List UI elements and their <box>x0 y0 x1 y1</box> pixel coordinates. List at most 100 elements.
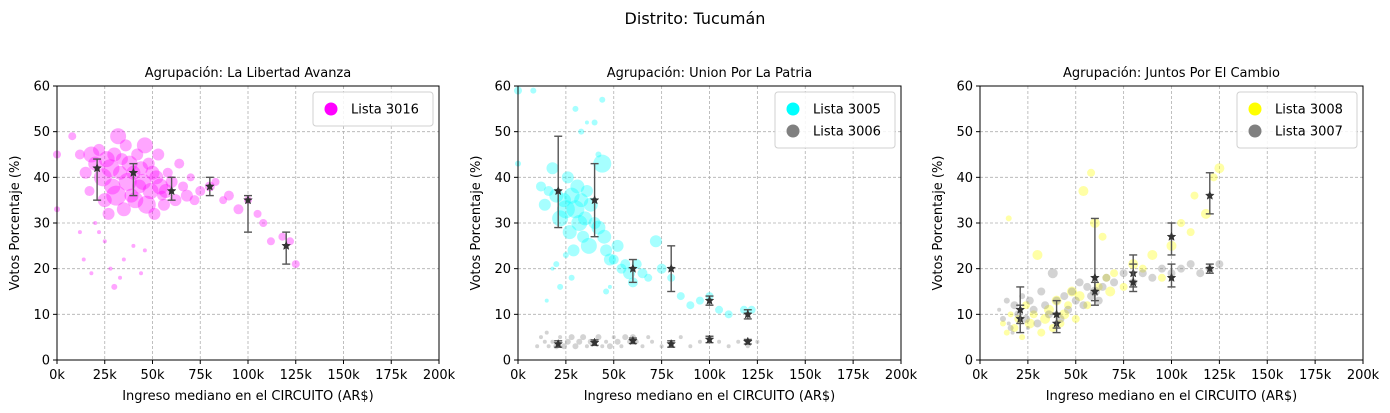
data-point <box>97 193 112 208</box>
mean-marker <box>166 185 177 196</box>
data-point <box>174 158 185 169</box>
y-tick-label: 30 <box>494 217 511 232</box>
data-point <box>1214 163 1225 174</box>
data-point <box>571 215 588 231</box>
legend-label: Lista 3016 <box>351 103 419 118</box>
data-point <box>93 168 112 187</box>
x-tick-label: 175k <box>1299 368 1332 383</box>
data-point <box>607 284 612 289</box>
mean-marker <box>243 195 253 205</box>
data-point <box>595 334 602 341</box>
data-point <box>622 334 629 341</box>
data-point <box>600 344 605 349</box>
data-point <box>1138 264 1147 273</box>
legend-box <box>1236 91 1358 149</box>
mean-marker <box>704 334 715 344</box>
data-point <box>157 190 168 201</box>
data-point <box>1083 301 1092 310</box>
mean-marker <box>742 336 753 346</box>
chart-panel-1: 0k 25k 50k 75k 100k 125k 150k 175k 200k 0 10 20 30 40… <box>8 66 456 404</box>
data-point <box>142 248 147 253</box>
data-point <box>142 183 159 200</box>
error-bar <box>243 194 253 233</box>
data-point <box>1079 301 1088 310</box>
data-point <box>550 266 555 271</box>
data-point <box>98 151 115 168</box>
data-point <box>556 200 575 219</box>
data-point <box>1037 328 1046 337</box>
y-axis-label: Votos Porcentaje (%) <box>931 156 946 291</box>
data-point <box>560 343 567 350</box>
data-point <box>180 189 193 202</box>
error-bar <box>627 335 638 345</box>
data-point <box>535 181 546 192</box>
data-point <box>997 307 1002 312</box>
error-bar <box>627 258 638 284</box>
data-point <box>561 171 574 184</box>
data-point <box>1059 309 1070 320</box>
y-tick-label: 10 <box>33 308 50 323</box>
legend-marker <box>324 102 338 116</box>
data-point <box>1064 305 1073 314</box>
data-point <box>1019 334 1026 341</box>
data-point <box>101 159 120 178</box>
data-point <box>1094 282 1103 291</box>
x-tick-label: 175k <box>375 368 408 383</box>
error-bar <box>704 334 715 344</box>
x-tick-label: 25k <box>93 368 118 383</box>
data-point <box>79 166 92 179</box>
error-bar <box>281 231 292 265</box>
data-point <box>110 128 127 145</box>
data-point <box>637 268 648 279</box>
x-tick-label: 25k <box>554 368 579 383</box>
legend-label: Lista 3007 <box>1275 125 1343 140</box>
data-point <box>572 343 579 350</box>
data-point <box>1067 287 1076 296</box>
x-axis-label: Ingreso mediano en el CIRCUITO (AR$) <box>122 389 374 404</box>
mean-marker <box>627 263 638 273</box>
data-point <box>152 178 169 195</box>
data-point <box>550 339 555 344</box>
data-point <box>620 259 631 270</box>
mean-marker <box>1015 304 1026 314</box>
data-point <box>93 143 106 156</box>
data-point <box>139 271 144 276</box>
data-point <box>115 153 128 166</box>
data-point <box>152 148 165 161</box>
data-point <box>546 162 559 175</box>
data-point <box>578 211 593 226</box>
data-point <box>1060 292 1069 301</box>
y-tick-label: 10 <box>494 308 511 323</box>
x-tick-label: 50k <box>140 368 165 383</box>
mean-marker <box>627 335 638 345</box>
data-point <box>576 338 583 345</box>
data-point <box>104 178 121 195</box>
mean-marker <box>704 295 715 305</box>
data-point <box>1078 186 1089 197</box>
data-point <box>1196 269 1205 278</box>
data-point <box>1007 325 1014 332</box>
data-point <box>1138 269 1147 278</box>
error-bar <box>1015 286 1026 325</box>
y-axis-label: Votos Porcentaje (%) <box>8 156 23 291</box>
y-tick-label: 50 <box>956 125 973 140</box>
data-point <box>1102 273 1111 282</box>
data-point <box>604 339 609 344</box>
data-point <box>578 128 585 135</box>
data-point <box>544 330 549 335</box>
data-point <box>233 204 244 215</box>
legend-marker <box>786 124 800 138</box>
data-point <box>659 344 664 349</box>
y-tick-label: 0 <box>42 354 50 369</box>
y-tick-label: 40 <box>33 171 50 186</box>
data-point <box>134 173 151 190</box>
data-point <box>121 257 126 262</box>
data-point <box>1024 318 1035 329</box>
error-bar <box>1204 172 1215 215</box>
error-bar <box>666 338 677 349</box>
data-point <box>603 253 616 266</box>
data-point <box>600 244 613 257</box>
data-point <box>68 132 77 141</box>
error-bar <box>666 245 677 293</box>
x-tick-label: 75k <box>650 368 675 383</box>
